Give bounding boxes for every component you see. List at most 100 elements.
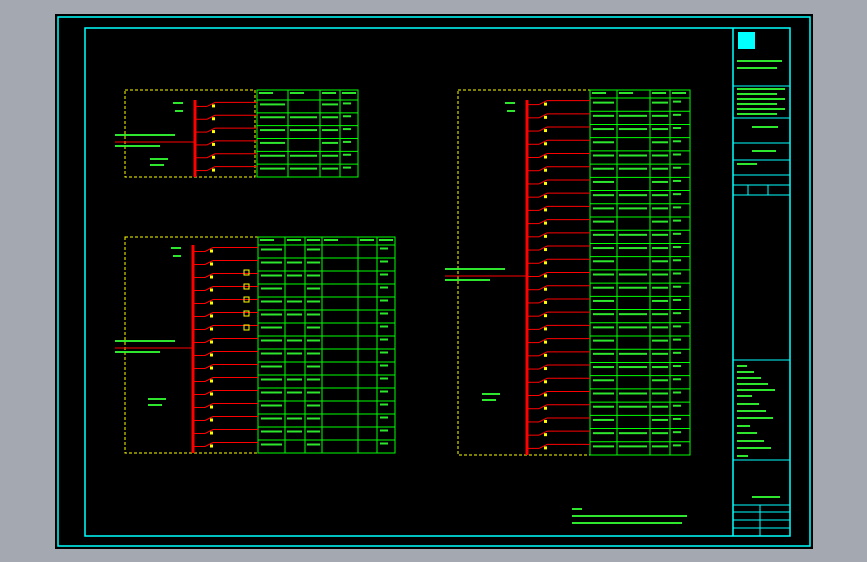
company-logo: [738, 32, 755, 49]
cad-text: [307, 313, 320, 316]
cad-text: [593, 114, 614, 117]
breaker-switch: [538, 219, 548, 225]
cad-text: [322, 167, 338, 170]
breaker-contact: [544, 314, 547, 318]
cad-text: [652, 445, 668, 448]
breaker-contact: [210, 405, 213, 409]
drawing-area: [55, 14, 813, 549]
feeder-circuit: [193, 390, 258, 396]
meter-symbol: [243, 310, 250, 317]
cad-text: [593, 352, 614, 355]
breaker-switch: [204, 286, 214, 291]
cad-text: [593, 392, 614, 395]
meter-symbol: [243, 283, 250, 290]
cad-text: [261, 261, 282, 264]
breaker-contact: [212, 117, 215, 121]
cad-text: [360, 239, 374, 241]
cad-text: [673, 219, 681, 222]
cad-text: [593, 233, 614, 236]
cad-text: [171, 247, 181, 249]
cad-text: [593, 313, 614, 316]
cad-text: [261, 300, 282, 303]
cad-text: [290, 167, 317, 170]
breaker-contact: [544, 393, 547, 397]
breaker-switch: [538, 153, 548, 158]
cad-text: [619, 207, 647, 210]
cad-text: [261, 417, 282, 420]
cad-text: [322, 116, 338, 119]
cad-text: [673, 140, 681, 143]
breaker-contact: [210, 353, 213, 357]
cad-text: [260, 154, 285, 157]
inner-frame: [84, 27, 791, 537]
cad-text: [322, 129, 338, 132]
feeder-circuit: [527, 166, 590, 172]
breaker-contact: [544, 261, 547, 265]
cad-text: [593, 220, 614, 223]
breaker-switch: [538, 272, 548, 277]
cad-text: [673, 404, 681, 407]
cad-text: [652, 418, 668, 421]
breaker-switch: [538, 205, 548, 211]
breaker-contact: [212, 130, 215, 134]
feeder-circuit: [193, 286, 258, 292]
cad-text: [173, 255, 181, 257]
cad-text: [260, 129, 285, 132]
feeder-circuit: [527, 205, 590, 212]
cad-text: [380, 429, 388, 432]
cad-text: [652, 167, 668, 170]
cad-text: [737, 432, 757, 434]
cad-text: [593, 207, 614, 210]
cad-text: [287, 239, 301, 241]
cad-text: [287, 430, 302, 433]
feeder-circuit: [527, 139, 590, 146]
cad-text: [115, 340, 175, 342]
breaker-switch: [538, 285, 548, 291]
cad-text: [287, 417, 302, 420]
breaker-contact: [544, 208, 547, 212]
breaker-contact: [544, 287, 547, 291]
feeder-circuit: [193, 247, 258, 253]
feeder-circuit: [193, 260, 258, 266]
feeder-circuit: [527, 245, 590, 252]
cad-text: [737, 108, 785, 110]
cad-text: [619, 273, 647, 276]
feeder-circuit: [193, 325, 258, 331]
cad-text: [652, 405, 668, 408]
feeder-circuit: [195, 140, 257, 146]
cad-text: [737, 395, 752, 397]
cad-text: [380, 325, 388, 328]
cad-text: [593, 167, 614, 170]
breaker-switch: [538, 311, 548, 317]
breaker-contact: [210, 392, 213, 396]
cad-text: [673, 166, 681, 169]
breaker-switch: [538, 258, 548, 264]
cad-text: [652, 220, 668, 223]
breaker-switch: [538, 377, 548, 383]
breaker-switch: [204, 377, 214, 382]
panel-bottom-left: [115, 236, 396, 454]
breaker-contact: [544, 300, 547, 304]
breaker-switch: [206, 140, 216, 146]
feeder-circuit: [527, 364, 590, 371]
cad-text: [287, 378, 302, 381]
feeder-circuit: [527, 179, 590, 185]
cad-text: [290, 129, 317, 132]
meter-symbol: [243, 296, 250, 303]
cad-text: [619, 313, 647, 316]
cad-text: [619, 114, 647, 117]
breaker-switch: [204, 260, 214, 265]
breaker-contact: [544, 129, 547, 133]
cad-text: [593, 286, 614, 289]
cad-text: [673, 378, 681, 381]
cad-text: [652, 194, 668, 197]
feeder-circuit: [527, 404, 590, 410]
breaker-contact: [210, 418, 213, 422]
cad-text: [593, 101, 614, 104]
cad-text: [259, 92, 273, 94]
cad-text: [343, 115, 351, 118]
cad-text: [593, 180, 614, 183]
feeder-circuit: [527, 338, 590, 344]
cad-text: [593, 366, 614, 369]
